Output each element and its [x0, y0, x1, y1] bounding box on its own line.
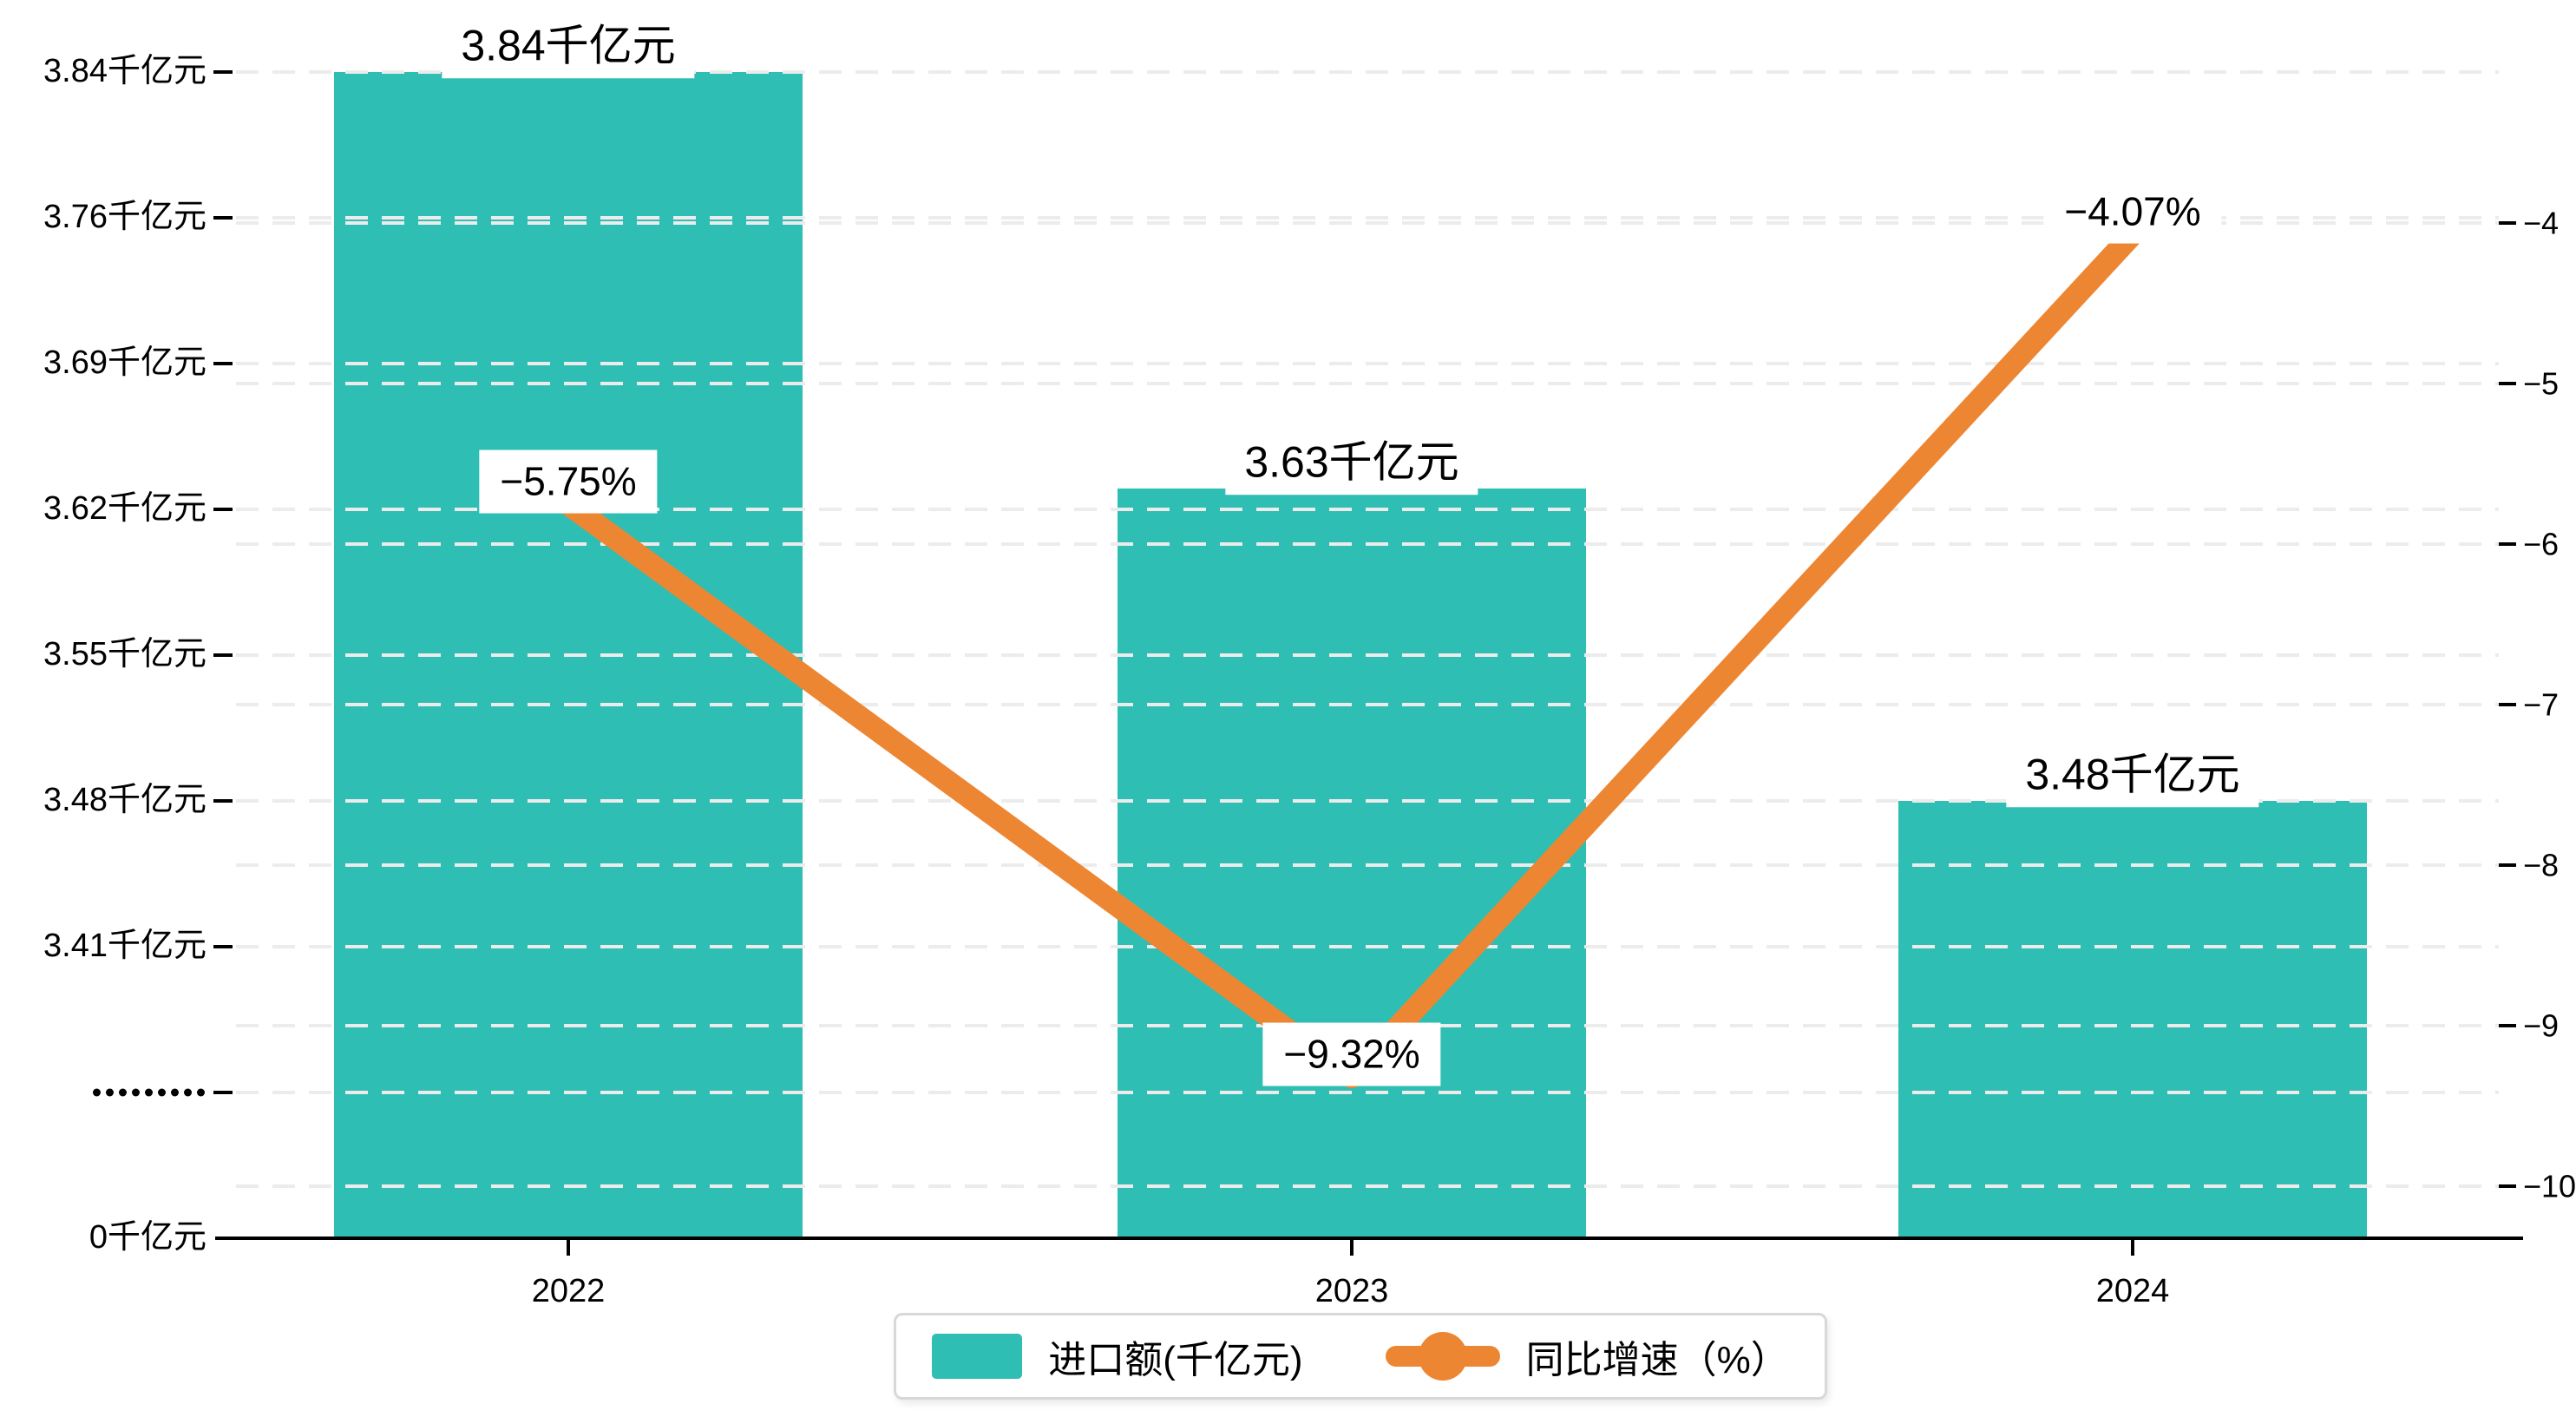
line-series-marker-icon	[1385, 1332, 1500, 1381]
bar-series-swatch	[932, 1334, 1023, 1379]
legend-item-imports[interactable]: 进口额(千亿元)	[932, 1328, 1303, 1384]
line-marker-dot	[1418, 1332, 1467, 1381]
legend-label-growth: 同比增速（%）	[1525, 1339, 1789, 1381]
legend-item-growth[interactable]: 同比增速（%）	[1385, 1328, 1789, 1384]
legend-label-imports: 进口额(千亿元)	[1048, 1339, 1303, 1381]
bar-2024	[1898, 801, 2367, 1238]
legend: 进口额(千亿元) 同比增速（%）	[894, 1313, 1827, 1400]
